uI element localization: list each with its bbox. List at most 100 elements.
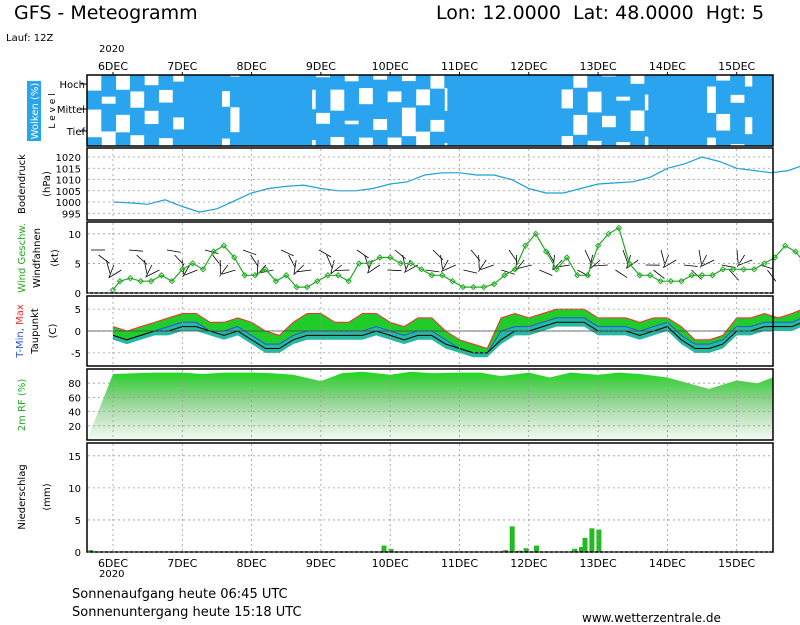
wind-speed-point [563,254,571,261]
cloud-cover-cell [701,75,717,87]
cloud-cover-cell [715,130,731,146]
clouds-ylabel: Wolken (%) [30,83,41,140]
wind-barb [288,254,296,268]
cloud-cover-cell [372,79,388,99]
wind-barb [663,259,677,268]
cloud-cover-cell [401,136,417,146]
cloud-cover-cell [158,122,174,139]
wind-speed-point [324,272,332,279]
cloud-cover-cell [615,75,631,97]
pressure-ylabel: Bodendruck [17,154,28,214]
cloud-cover-cell [415,105,431,122]
wind-barb [145,264,153,278]
day-label-bottom: 9DEC [306,557,336,570]
wind-barb [387,269,402,272]
humidity-ytick-label: 20 [68,422,81,433]
wind-speed-point [283,272,290,279]
wind-barb [508,249,518,262]
wind-speed-point [782,242,789,249]
wind-barb [539,269,553,276]
precipitation-bar [509,526,515,552]
wind-barb [701,259,715,267]
cloud-cover-cell [401,99,417,108]
day-label-bottom: 6DEC [98,557,128,570]
pressure-ylabel-group: Bodendruck [17,154,28,214]
cloud-cover-cell [630,99,645,111]
wind-ylabel2: Windfahnen [32,228,43,288]
wind-barb [146,269,160,277]
temperature-ylabel-group: T-Min, Max [15,304,26,359]
wind-speed-point [179,266,186,273]
wind-barb [615,269,628,278]
temperature-range-area [113,309,800,353]
day-label-top: 7DEC [167,60,197,73]
wind-barb [663,254,669,269]
wind-ylabel-group: Wind Geschw. [17,223,28,293]
day-label-bottom: 12DEC [510,557,547,570]
wind-barb [584,249,592,263]
temperature-ytick-label: 5 [75,305,81,316]
wind-barb [221,269,236,275]
wind-barb [105,259,111,274]
wind-speed-point [158,272,165,279]
precipitation-bar [582,537,588,552]
clouds-ylabel-group: Wolken (%) [27,81,41,141]
wind-unit: (kt) [50,249,61,267]
precipitation-bar [534,545,539,552]
wind-barb [736,249,739,264]
wind-barb [364,254,370,269]
wind-barb [297,269,312,273]
precipitation-bar [579,546,584,552]
pressure-ytick-label: 1005 [56,187,81,198]
wind-barb [653,269,665,279]
wind-speed-point [220,242,228,249]
temperature-ylabel2-group: Taupunkt [30,308,41,355]
cloud-cover-cell [558,75,574,90]
wind-speed-point [574,272,581,279]
wind-barb [442,264,456,272]
cloud-cover-cell [344,81,360,99]
cloud-cover-cell [144,99,159,111]
day-label-top: 13DEC [580,60,617,73]
wind-speed-point [761,260,768,267]
wind-speed-point [199,266,207,273]
wind-barb [441,259,449,273]
cloud-cover-cell [315,123,331,146]
temperature-ytick-label: -5 [71,349,81,360]
cloud-cover-cell [601,127,617,146]
cloud-cover-cell [715,99,731,114]
wind-speed-point [116,277,124,285]
precipitation-bar [523,548,529,552]
cloud-full-cover-block [239,75,278,146]
day-label-bottom: 7DEC [167,557,197,570]
wind-speed-point [314,277,321,285]
wind-speed-point [553,266,560,273]
wind-barb [293,259,297,274]
year-label-top: 2020 [99,44,125,55]
wind-speed-point [522,242,529,249]
pressure-unit: (hPa) [42,171,53,197]
humidity-ylabel: 2m RF (%) [17,379,28,432]
wind-barb [184,269,198,276]
temperature-panel-frame [86,295,774,367]
wind-barb [589,259,601,270]
cloud-cover-cell [144,124,159,146]
wind-barb [626,259,639,269]
day-label-bottom: 10DEC [372,557,409,570]
wind-barb [280,249,294,257]
website-link[interactable]: www.wetterzentrale.de [582,611,721,625]
cloud-full-cover-block [274,75,313,146]
wind-speed-point [127,275,134,282]
cloud-cover-cell [372,130,388,146]
wind-barb [219,264,229,277]
wind-speed-point [626,260,633,267]
precipitation-unit: (mm) [42,483,53,510]
wind-ytick-label: 0 [75,289,81,300]
cloud-cover-cell [558,108,574,122]
cloud-cover-cell [730,122,745,145]
cloud-cover-cell [115,99,131,115]
cloud-cover-cell [358,122,374,138]
cloud-cover-cell [87,90,102,99]
wind-barb [501,269,515,275]
day-label-bottom: 13DEC [580,557,617,570]
